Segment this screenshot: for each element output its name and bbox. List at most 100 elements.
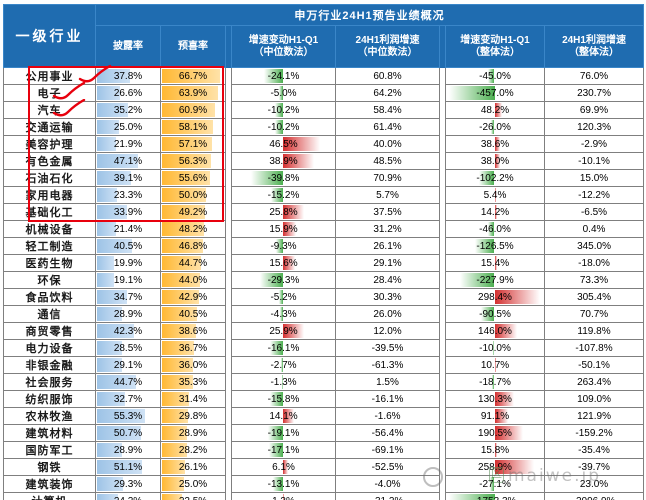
col-header-growth-overall[interactable]: 24H1利润增速 （整体法） bbox=[543, 25, 645, 68]
growth-median-value: 5.7% bbox=[376, 189, 399, 201]
table-row[interactable]: 非银金融 29.1% 36.0% -2.7% -61.3% 10.7% -50.1% bbox=[3, 356, 645, 374]
table-row[interactable]: 纺织服饰 32.7% 31.4% -15.8% -16.1% 130.3% 109.0% bbox=[3, 390, 645, 408]
chg-overall-value: 5.4% bbox=[483, 189, 507, 201]
chg-overall-bar-track bbox=[447, 154, 543, 168]
surprise-bar-track bbox=[162, 341, 224, 355]
chg-median-bar-track bbox=[233, 86, 334, 100]
table-row[interactable]: 医药生物 19.9% 44.7% 15.6% 29.1% 15.4% -18.0% bbox=[3, 254, 645, 272]
table-row[interactable]: 汽车 35.2% 60.9% -10.2% 58.4% 48.2% 69.9% bbox=[3, 101, 645, 119]
chg-median-bar-track bbox=[233, 205, 334, 219]
row-gap-2 bbox=[439, 305, 446, 323]
cell-growth-overall: 121.9% bbox=[543, 407, 645, 425]
chg-overall-value: 15.4% bbox=[480, 257, 510, 269]
table-row[interactable]: 电力设备 28.5% 36.7% -16.1% -39.5% -10.0% -107.8% bbox=[3, 339, 645, 357]
disclosure-value: 28.9% bbox=[113, 308, 143, 320]
table-row[interactable]: 建筑材料 50.7% 28.9% -19.1% -56.4% 190.5% -159.2% bbox=[3, 424, 645, 442]
col-header-surprise[interactable]: 预喜率 bbox=[160, 25, 226, 68]
disclosure-value: 50.7% bbox=[113, 427, 143, 439]
col-header-chg-median[interactable]: 增速变动H1-Q1 （中位数法） bbox=[231, 25, 336, 68]
chg-overall-value: -45.0% bbox=[479, 70, 511, 82]
table-row[interactable]: 国防军工 28.9% 28.2% -17.1% -69.1% 15.8% -35.4% bbox=[3, 441, 645, 459]
row-gap-1 bbox=[225, 203, 232, 221]
cell-surprise-rate: 44.7% bbox=[160, 254, 226, 272]
disclosure-bar bbox=[97, 222, 116, 236]
chg-median-bar-track bbox=[233, 239, 334, 253]
cell-growth-median: -31.2% bbox=[335, 492, 440, 500]
table-row[interactable]: 石油石化 39.1% 55.6% -39.8% 70.9% -102.2% 15.0% bbox=[3, 169, 645, 187]
table-row[interactable]: 计算机24.2%22.5% 1.3%-31.2% -1753.3%-2096.9% bbox=[3, 492, 645, 500]
growth-median-value: -16.1% bbox=[371, 393, 404, 405]
chg-median-value: 14.1% bbox=[269, 410, 298, 422]
cell-growth-median: 26.1% bbox=[335, 237, 440, 255]
row-industry-name: 建筑材料 bbox=[3, 424, 96, 442]
row-industry-name: 钢铁 bbox=[3, 458, 96, 476]
table-row[interactable]: 机械设备 21.4% 48.2% 15.9% 31.2% -46.0% 0.4% bbox=[3, 220, 645, 238]
cell-surprise-rate: 44.0% bbox=[160, 271, 226, 289]
table-row[interactable]: 轻工制造 40.5% 46.8% -9.3% 26.1% -126.5% 345.0% bbox=[3, 237, 645, 255]
disclosure-bar bbox=[97, 137, 117, 151]
table-row[interactable]: 建筑装饰 29.3% 25.0% -13.1% -4.0% -27.1% 23.0% bbox=[3, 475, 645, 493]
chg-overall-value: -18.7% bbox=[479, 376, 511, 388]
chg-median-bar bbox=[283, 494, 285, 500]
cell-chg-overall: -26.0% bbox=[445, 118, 545, 136]
cell-surprise-rate: 35.3% bbox=[160, 373, 226, 391]
surprise-bar bbox=[162, 443, 187, 457]
chg-overall-bar-track bbox=[447, 341, 543, 355]
surprise-value: 57.1% bbox=[178, 138, 208, 150]
chg-overall-bar-track bbox=[447, 324, 543, 338]
chg-overall-bar bbox=[449, 494, 495, 500]
surprise-bar bbox=[162, 426, 188, 440]
table-row[interactable]: 农林牧渔 55.3% 29.8% 14.1% -1.6% 91.1% 121.9% bbox=[3, 407, 645, 425]
table-row[interactable]: 电子 26.6% 63.9% -5.0% 64.2% -457.0% 230.7% bbox=[3, 84, 645, 102]
table-row[interactable]: 通信 28.9% 40.5% -4.3% 26.0% -90.5% 70.7% bbox=[3, 305, 645, 323]
chg-median-bar-track bbox=[233, 154, 334, 168]
col-header-growth-median[interactable]: 24H1利润增速 （中位数法） bbox=[335, 25, 440, 68]
growth-overall-value: 119.8% bbox=[577, 325, 611, 337]
surprise-bar-track bbox=[162, 375, 224, 389]
cell-growth-median: 40.0% bbox=[335, 135, 440, 153]
chg-overall-bar-track bbox=[447, 273, 543, 287]
table-row[interactable]: 有色金属 47.1% 56.3% 38.9% 48.5% 38.0% -10.1% bbox=[3, 152, 645, 170]
growth-median-value: 26.0% bbox=[373, 308, 402, 320]
cell-growth-overall: 305.4% bbox=[543, 288, 645, 306]
table-row[interactable]: 环保 19.1% 44.0% -29.3% 28.4% -227.9% 73.3% bbox=[3, 271, 645, 289]
cell-growth-median: 28.4% bbox=[335, 271, 440, 289]
chg-median-value: 6.1% bbox=[272, 461, 295, 473]
cell-disclosure-rate: 40.5% bbox=[95, 237, 161, 255]
cell-growth-median: 26.0% bbox=[335, 305, 440, 323]
col-header-disclosure[interactable]: 披露率 bbox=[95, 25, 161, 68]
cell-chg-overall: 48.2% bbox=[445, 101, 545, 119]
chg-overall-bar-track bbox=[447, 69, 543, 83]
growth-overall-value: 230.7% bbox=[577, 87, 611, 99]
cell-chg-overall: 15.8% bbox=[445, 441, 545, 459]
cell-chg-median: -5.2% bbox=[231, 288, 336, 306]
cell-chg-median: -1.3% bbox=[231, 373, 336, 391]
table-row[interactable]: 钢铁 51.1% 26.1% 6.1% -52.5% 258.9% -39.7% bbox=[3, 458, 645, 476]
table-row[interactable]: 公用事业 37.8% 66.7% -24.1% 60.8% -45.0% 76.0% bbox=[3, 67, 645, 85]
chg-overall-bar bbox=[491, 375, 495, 389]
chg-median-bar bbox=[283, 460, 288, 474]
table-row[interactable]: 家用电器 23.3% 50.0% -15.2% 5.7% 5.4% -12.2% bbox=[3, 186, 645, 204]
cell-disclosure-rate: 47.1% bbox=[95, 152, 161, 170]
row-gap-2 bbox=[439, 254, 446, 272]
chg-overall-bar bbox=[492, 341, 495, 355]
col-header-chg-overall[interactable]: 增速变动H1-Q1 （整体法） bbox=[445, 25, 545, 68]
cell-surprise-rate: 66.7% bbox=[160, 67, 226, 85]
table-row[interactable]: 社会服务 44.7% 35.3% -1.3% 1.5% -18.7% 263.4% bbox=[3, 373, 645, 391]
row-gap-2 bbox=[439, 152, 446, 170]
chg-median-bar bbox=[278, 290, 283, 304]
cell-growth-median: 58.4% bbox=[335, 101, 440, 119]
table-row[interactable]: 商贸零售 42.3% 38.6% 25.9% 12.0% 146.0% 119.8% bbox=[3, 322, 645, 340]
row-gap-1 bbox=[225, 441, 232, 459]
table-row[interactable]: 美容护理 21.9% 57.1% 46.5% 40.0% 38.6% -2.9% bbox=[3, 135, 645, 153]
cell-growth-overall: 345.0% bbox=[543, 237, 645, 255]
disclosure-bar bbox=[97, 256, 115, 270]
table-row[interactable]: 交通运输 25.0% 58.1% -10.2% 61.4% -26.0% 120.3% bbox=[3, 118, 645, 136]
table-row[interactable]: 食品饮料 34.7% 42.9% -5.2% 30.3% 298.4% 305.4% bbox=[3, 288, 645, 306]
row-gap-2 bbox=[439, 475, 446, 493]
table-row[interactable]: 基础化工 33.9% 49.2% 25.8% 37.5% 14.2% -6.5% bbox=[3, 203, 645, 221]
row-gap-2 bbox=[439, 407, 446, 425]
chg-overall-bar-track bbox=[447, 477, 543, 491]
surprise-bar bbox=[162, 188, 206, 202]
chg-overall-value: -26.0% bbox=[479, 121, 511, 133]
